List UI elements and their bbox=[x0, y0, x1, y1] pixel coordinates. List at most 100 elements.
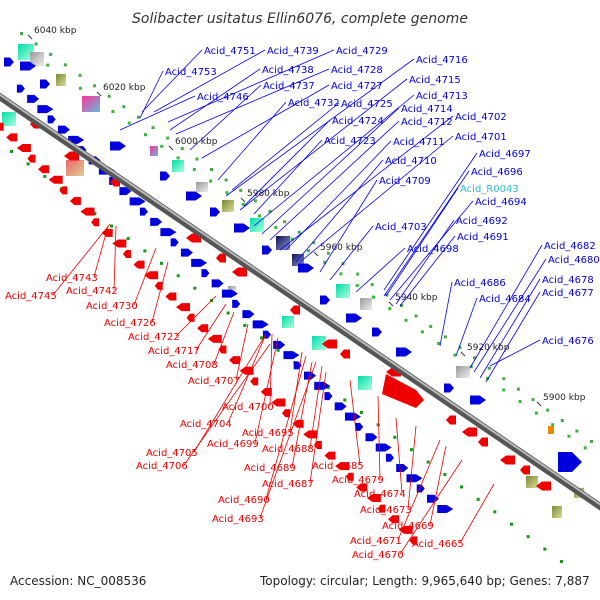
tick-label: 5940 kbp bbox=[395, 293, 438, 303]
reverse-label-connector bbox=[227, 333, 267, 424]
reverse-label-connector bbox=[265, 355, 307, 500]
reverse-gene-label: Acid_4707 bbox=[188, 376, 240, 387]
scale-dot bbox=[78, 73, 82, 77]
reverse-label-connector bbox=[397, 439, 441, 541]
reverse-label-connector bbox=[213, 311, 235, 365]
forward-gene-label: Acid_4732 bbox=[288, 98, 340, 109]
forward-label-connector bbox=[269, 120, 400, 241]
scale-dot bbox=[43, 174, 47, 178]
reverse-gene-label: Acid_4708 bbox=[166, 360, 218, 371]
scale-dot bbox=[575, 429, 579, 433]
feature-block bbox=[336, 284, 350, 298]
forward-gene-arrow bbox=[444, 383, 454, 393]
reverse-gene-arrow bbox=[388, 515, 400, 524]
reverse-gene-arrow bbox=[165, 292, 177, 301]
accession-text: Accession: NC_008536 bbox=[10, 574, 147, 588]
reverse-gene-arrow bbox=[250, 377, 259, 386]
reverse-label-connector bbox=[183, 343, 271, 466]
scale-dot bbox=[195, 157, 199, 161]
scale-dot bbox=[356, 272, 360, 276]
forward-gene-label: Acid_4696 bbox=[471, 167, 523, 178]
reverse-gene-arrow bbox=[340, 349, 350, 359]
forward-gene-label: Acid_4677 bbox=[542, 288, 594, 299]
gene-arrows bbox=[0, 57, 582, 545]
reverse-gene-arrow bbox=[16, 143, 31, 152]
reverse-gene-arrow bbox=[356, 483, 368, 492]
scale-dot bbox=[410, 448, 413, 452]
forward-gene-arrow bbox=[262, 245, 272, 255]
feature-block bbox=[66, 160, 84, 176]
forward-gene-arrow bbox=[180, 248, 193, 257]
forward-label-connector bbox=[383, 152, 478, 291]
forward-gene-arrow bbox=[355, 422, 364, 431]
reverse-gene-arrow bbox=[239, 366, 254, 375]
scale-dot bbox=[567, 434, 571, 438]
scale-dot bbox=[144, 133, 147, 137]
forward-gene-label: Acid_4716 bbox=[416, 55, 468, 66]
scale-dot bbox=[543, 547, 547, 551]
scale-dot bbox=[274, 226, 278, 229]
forward-gene-arrow bbox=[242, 310, 255, 319]
feature-block bbox=[250, 218, 264, 232]
reverse-gene-label: Acid_4726 bbox=[104, 318, 156, 329]
forward-gene-label: Acid_4680 bbox=[548, 255, 600, 266]
feature-block bbox=[82, 96, 100, 112]
forward-label-connector bbox=[485, 291, 541, 383]
reverse-gene-arrow bbox=[282, 409, 291, 418]
scale-dot bbox=[241, 202, 245, 206]
feature-block bbox=[30, 52, 44, 66]
tick-mark bbox=[27, 34, 33, 40]
forward-gene-label: Acid_4724 bbox=[332, 116, 384, 127]
scale-dot bbox=[443, 335, 447, 339]
forward-gene-arrow bbox=[20, 61, 36, 71]
forward-gene-arrow bbox=[37, 105, 54, 114]
forward-label-connector bbox=[253, 139, 323, 215]
scale-dot bbox=[127, 121, 131, 125]
forward-gene-label: Acid_4684 bbox=[479, 294, 531, 305]
scale-dot bbox=[151, 126, 155, 130]
backbone-highlight bbox=[0, 93, 600, 506]
forward-gene-arrow bbox=[170, 238, 179, 247]
scale-dot bbox=[224, 178, 228, 182]
scale-dot bbox=[297, 230, 301, 234]
scale-dot bbox=[534, 411, 538, 415]
scale-dot bbox=[260, 336, 263, 340]
backbone-line bbox=[0, 92, 600, 511]
scale-dot bbox=[443, 473, 447, 477]
tick-mark bbox=[168, 145, 174, 151]
forward-gene-arrow bbox=[150, 217, 163, 226]
reverse-gene-arrow bbox=[133, 260, 145, 269]
forward-gene-label: Acid_4678 bbox=[542, 275, 594, 286]
forward-label-connector bbox=[141, 49, 203, 113]
forward-label-connector bbox=[355, 247, 406, 293]
reverse-gene-label: Acid_4743 bbox=[46, 273, 98, 284]
reverse-gene-label: Acid_4722 bbox=[128, 332, 180, 343]
forward-gene-arrow bbox=[234, 223, 250, 233]
forward-gene-arrow bbox=[283, 351, 300, 360]
forward-label-connector bbox=[201, 84, 330, 159]
scale-dot bbox=[453, 353, 457, 357]
forward-gene-label: Acid_4714 bbox=[401, 104, 453, 115]
reverse-gene-arrow bbox=[69, 197, 81, 206]
reverse-gene-label: Acid_4704 bbox=[180, 419, 232, 430]
forward-gene-label: Acid_4701 bbox=[455, 132, 507, 143]
reverse-label-connector bbox=[52, 223, 111, 296]
forward-gene-arrow bbox=[160, 171, 170, 181]
reverse-gene-label: Acid_4688 bbox=[262, 444, 314, 455]
reverse-gene-arrow bbox=[122, 250, 131, 259]
reverse-gene-arrow bbox=[144, 271, 159, 280]
scale-dot bbox=[551, 423, 555, 427]
reverse-gene-arrow bbox=[80, 207, 95, 216]
reverse-gene-label: Acid_4705 bbox=[146, 448, 198, 459]
scale-dot bbox=[49, 52, 53, 56]
forward-gene-arrow bbox=[324, 392, 333, 401]
reverse-label-connector bbox=[399, 459, 463, 555]
reverse-label-connector bbox=[113, 225, 117, 291]
scale-dot bbox=[63, 63, 67, 67]
forward-label-connector bbox=[479, 278, 541, 379]
forward-gene-label: Acid_4692 bbox=[456, 216, 508, 227]
scale-dot bbox=[355, 284, 359, 287]
forward-gene-arrow bbox=[406, 474, 423, 483]
scale-ticks: 6040 kbp 6020 kbp 6000 kbp 5980 kbp 5960 kbp… bbox=[27, 26, 586, 407]
forward-label-connector bbox=[295, 159, 384, 263]
